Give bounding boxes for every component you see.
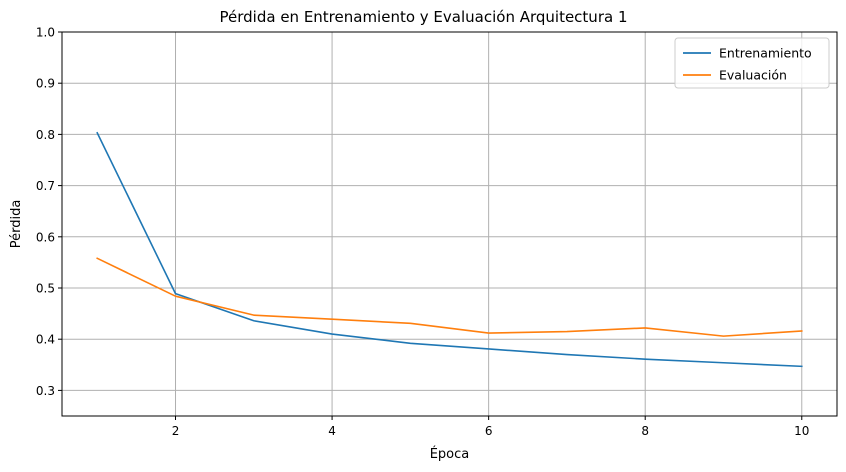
- legend-label-0: Entrenamiento: [719, 46, 812, 61]
- x-tick-label: 4: [328, 424, 336, 438]
- y-tick-label: 0.9: [36, 77, 55, 91]
- x-tick-label: 10: [794, 424, 809, 438]
- legend-label-1: Evaluación: [719, 68, 787, 83]
- series-lines: [96, 131, 803, 368]
- x-tick-label: 8: [641, 424, 649, 438]
- x-tick-label: 2: [172, 424, 180, 438]
- x-tick-label: 6: [485, 424, 493, 438]
- series-line-1: [96, 257, 803, 337]
- legend: Entrenamiento Evaluación: [674, 37, 830, 89]
- y-tick-label: 0.7: [36, 179, 55, 193]
- axis-ticks: 2 4 6 8 10 0.3 0.4 0.5 0.6 0.7 0.8 0.9 1.0: [36, 26, 810, 439]
- grid: [62, 31, 837, 416]
- series-line-0: [96, 131, 803, 368]
- chart-title: Pérdida en Entrenamiento y Evaluación Ar…: [220, 8, 628, 26]
- legend-frame: [674, 37, 830, 89]
- y-tick-label: 0.4: [36, 333, 55, 347]
- y-tick-label: 0.6: [36, 230, 55, 244]
- y-tick-label: 0.8: [36, 128, 55, 142]
- y-tick-label: 1.0: [36, 26, 55, 40]
- y-tick-label: 0.3: [36, 384, 55, 398]
- y-tick-label: 0.5: [36, 282, 55, 296]
- y-axis-label: Pérdida: [9, 200, 24, 249]
- axes-frame: [61, 31, 838, 417]
- x-axis-label: Época: [430, 446, 470, 462]
